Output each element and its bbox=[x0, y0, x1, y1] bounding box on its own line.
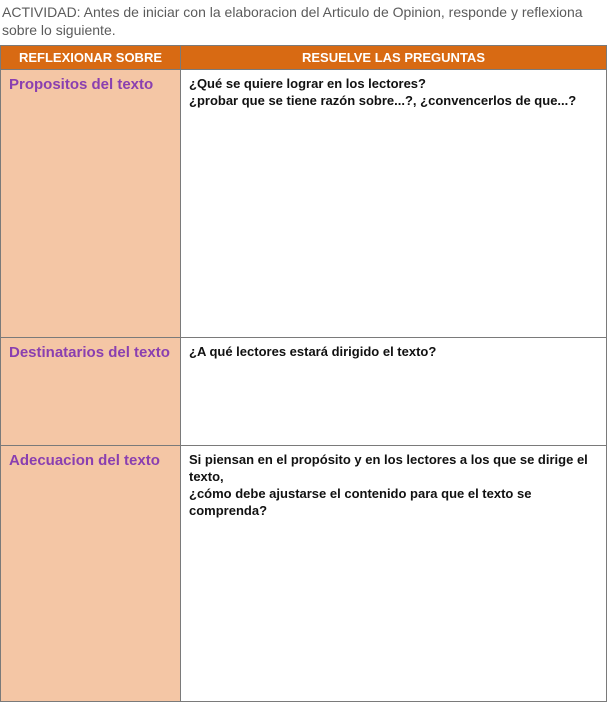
row-label-cell: Destinatarios del texto bbox=[1, 338, 181, 446]
activity-instruction: ACTIVIDAD: Antes de iniciar con la elabo… bbox=[0, 0, 611, 45]
table-header-row: REFLEXIONAR SOBRE RESUELVE LAS PREGUNTAS bbox=[1, 46, 607, 70]
question-line: ¿Qué se quiere lograr en los lectores? bbox=[189, 76, 598, 93]
row-question-cell: ¿A qué lectores estará dirigido el texto… bbox=[181, 338, 607, 446]
row-label-cell: Propositos del texto bbox=[1, 70, 181, 338]
row-label-cell: Adecuacion del texto bbox=[1, 446, 181, 702]
worksheet-table: REFLEXIONAR SOBRE RESUELVE LAS PREGUNTAS… bbox=[0, 45, 607, 702]
question-line: ¿A qué lectores estará dirigido el texto… bbox=[189, 344, 598, 361]
row-label: Adecuacion del texto bbox=[9, 452, 172, 469]
table-row: Propositos del texto ¿Qué se quiere logr… bbox=[1, 70, 607, 338]
row-label: Destinatarios del texto bbox=[9, 344, 172, 361]
row-question-cell: ¿Qué se quiere lograr en los lectores? ¿… bbox=[181, 70, 607, 338]
question-line: Si piensan en el propósito y en los lect… bbox=[189, 452, 598, 486]
table-row: Adecuacion del texto Si piensan en el pr… bbox=[1, 446, 607, 702]
row-label: Propositos del texto bbox=[9, 76, 172, 93]
header-left: REFLEXIONAR SOBRE bbox=[1, 46, 181, 70]
question-line: ¿probar que se tiene razón sobre...?, ¿c… bbox=[189, 93, 598, 110]
question-line: ¿cómo debe ajustarse el contenido para q… bbox=[189, 486, 598, 520]
header-right: RESUELVE LAS PREGUNTAS bbox=[181, 46, 607, 70]
row-question-cell: Si piensan en el propósito y en los lect… bbox=[181, 446, 607, 702]
table-row: Destinatarios del texto ¿A qué lectores … bbox=[1, 338, 607, 446]
